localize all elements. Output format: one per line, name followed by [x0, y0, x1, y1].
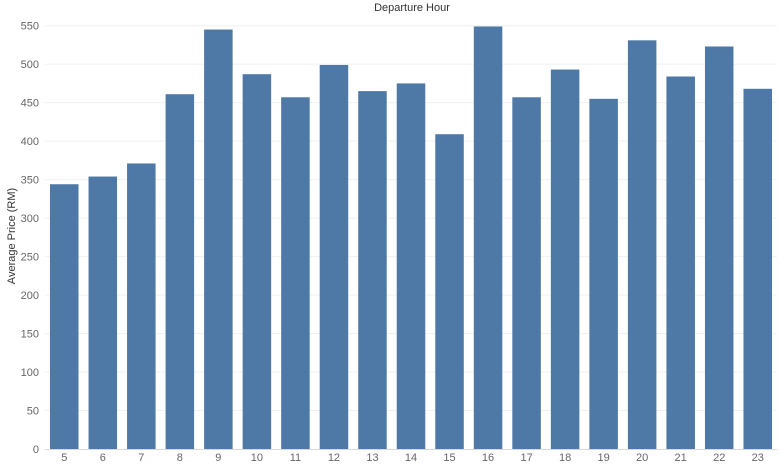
x-tick-label: 15 [443, 452, 455, 464]
x-tick-label: 21 [675, 452, 687, 464]
bar-hour-13 [358, 91, 387, 449]
bar-hour-17 [512, 97, 541, 449]
y-tick-label: 250 [21, 252, 39, 264]
x-tick-label: 16 [482, 452, 494, 464]
bar-hour-12 [319, 64, 349, 449]
x-tick-label: 6 [100, 452, 106, 464]
x-tick-label: 8 [177, 452, 183, 464]
chart-title: Departure Hour [374, 2, 450, 14]
bars [50, 26, 772, 450]
x-tick-label: 5 [61, 452, 67, 464]
y-axis-ticks: 0 50 100 150 200 250 300 350 400 450 500 550 [21, 21, 39, 456]
x-tick-label: 7 [138, 452, 144, 464]
x-axis-ticks: 5 6 7 8 9 10 11 12 13 14 15 16 17 18 19 20 21 22 23 [61, 452, 764, 464]
bar-hour-7 [127, 163, 156, 449]
bar-hour-19 [589, 98, 618, 449]
bar-hour-21 [666, 76, 695, 449]
y-tick-label: 150 [21, 329, 39, 341]
bar-hour-16 [473, 26, 503, 450]
x-tick-label: 17 [520, 452, 532, 464]
x-tick-label: 14 [405, 452, 417, 464]
y-axis-label: Average Price (RM) [6, 188, 18, 284]
y-tick-label: 0 [33, 444, 39, 456]
bar-hour-6 [88, 176, 118, 449]
y-tick-label: 550 [21, 21, 39, 33]
bar-hour-22 [704, 46, 734, 450]
x-tick-label: 12 [328, 452, 340, 464]
y-tick-label: 500 [21, 59, 39, 71]
bar-hour-11 [281, 97, 310, 449]
bar-hour-14 [396, 83, 426, 449]
y-tick-label: 100 [21, 367, 39, 379]
y-tick-label: 400 [21, 136, 39, 148]
x-tick-label: 13 [366, 452, 378, 464]
bar-hour-15 [435, 134, 464, 449]
bar-hour-8 [165, 94, 195, 449]
bar-hour-10 [242, 74, 272, 449]
y-tick-label: 350 [21, 175, 39, 187]
x-tick-label: 20 [636, 452, 648, 464]
x-tick-label: 10 [251, 452, 263, 464]
y-tick-label: 450 [21, 98, 39, 110]
x-tick-label: 22 [713, 452, 725, 464]
bar-hour-5 [50, 184, 79, 449]
x-tick-label: 18 [559, 452, 571, 464]
bar-hour-18 [550, 69, 580, 449]
bar-hour-9 [204, 29, 233, 449]
y-tick-label: 200 [21, 290, 39, 302]
x-tick-label: 19 [598, 452, 610, 464]
x-tick-label: 11 [290, 452, 301, 464]
x-tick-label: 9 [215, 452, 221, 464]
bar-hour-20 [627, 40, 657, 449]
y-tick-label: 50 [27, 406, 39, 418]
bar-hour-23 [743, 88, 772, 450]
x-tick-label: 23 [752, 452, 764, 464]
y-tick-label: 300 [21, 213, 39, 225]
